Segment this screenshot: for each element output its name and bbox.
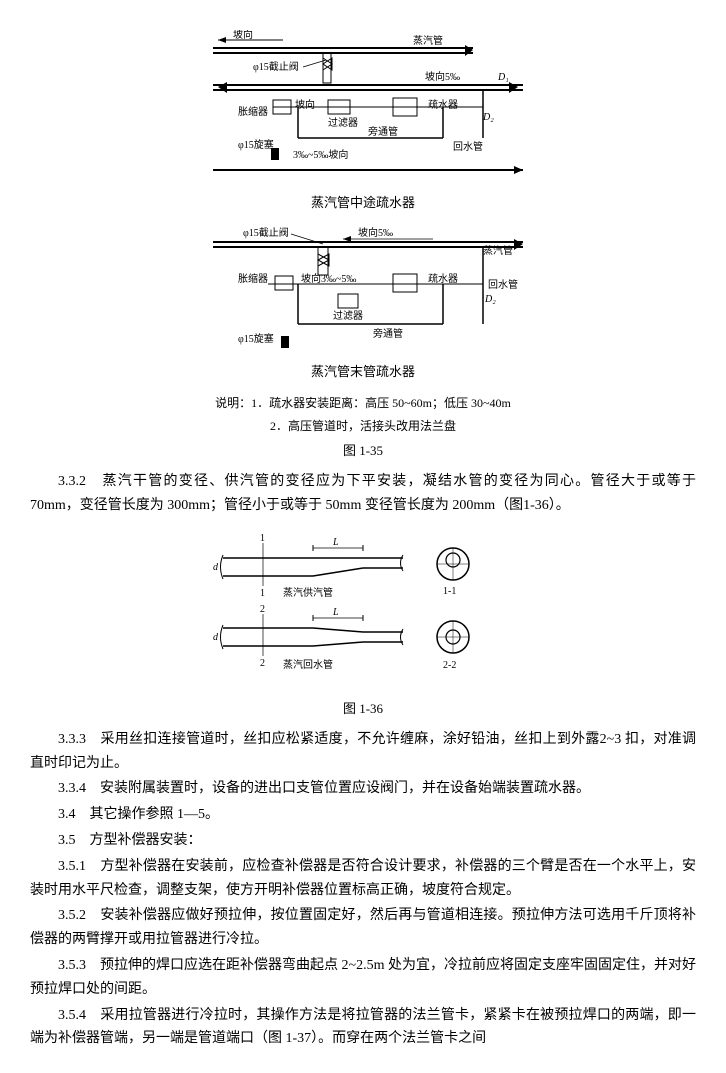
label-compensator-top: 胀缩器 (238, 105, 268, 118)
svg-text:1: 1 (260, 533, 265, 544)
label-d-top: d (213, 562, 219, 573)
label-L-top: L (332, 537, 339, 548)
fig135-note1: 说明：1．疏水器安装距离：高压 50~60m；低压 30~40m (30, 393, 696, 413)
label-steam-supply: 蒸汽供汽管 (283, 586, 333, 599)
label-valve-top: φ15截止阀 (253, 60, 299, 73)
label-trap-bot: 疏水器 (428, 272, 458, 285)
fig136-svg: 1 1 L d 1-1 蒸汽供汽管 2 2 L d 2-2 蒸汽回水管 (203, 528, 523, 688)
para-354: 3.5.4 采用拉管器进行冷拉时，其操作方法是将拉管器的法兰管卡，紧紧卡在被预拉… (30, 1004, 696, 1052)
para-353: 3.5.3 预拉伸的焊口应选在距补偿器弯曲起点 2~2.5m 处为宜，冷拉前应将… (30, 954, 696, 1002)
para-352: 3.5.2 安装补偿器应做好预拉伸，按位置固定好，然后再与管道相连接。预拉伸方法… (30, 904, 696, 952)
label-bypass-bot: 旁通管 (373, 327, 403, 340)
label-D1: D₁ (497, 72, 509, 83)
para-34: 3.4 其它操作参照 1—5。 (30, 803, 696, 827)
label-steam-pipe-top: 蒸汽管 (413, 34, 443, 47)
label-slope35-top: 3‰~5‰坡向 (293, 148, 348, 161)
label-filter-bot: 过滤器 (333, 309, 363, 322)
fig135-top-subtitle: 蒸汽管中途疏水器 (30, 192, 696, 214)
label-phi15-bot: φ15旋塞 (238, 332, 274, 345)
label-bypass-top: 旁通管 (368, 125, 398, 138)
label-steam-bot: 蒸汽管 (483, 244, 513, 257)
label-compensator-bot: 胀缩器 (238, 272, 268, 285)
label-d-bot: d (213, 632, 219, 643)
label-slope5-bot: 坡向5‰ (358, 226, 393, 239)
svg-text:1: 1 (260, 588, 265, 599)
para-332: 3.3.2 蒸汽干管的变径、供汽管的变径应为下平安装，凝结水管的变径为同心。管径… (30, 470, 696, 518)
label-section22: 2-2 (443, 660, 456, 671)
label-slope35-bot: 坡向3‰~5‰ (301, 272, 356, 285)
para-351: 3.5.1 方型补偿器在安装前，应检查补偿器是否符合设计要求，补偿器的三个臂是否… (30, 855, 696, 903)
label-return-top: 回水管 (453, 140, 483, 153)
svg-text:2: 2 (260, 604, 265, 615)
para-35: 3.5 方型补偿器安装： (30, 829, 696, 853)
para-334: 3.3.4 安装附属装置时，设备的进出口支管位置应设阀门，并在设备始端装置疏水器… (30, 777, 696, 801)
label-D2-bot: D₂ (484, 294, 496, 305)
fig135-caption: 图 1-35 (30, 440, 696, 462)
fig135-bottom-subtitle: 蒸汽管末管疏水器 (30, 361, 696, 383)
label-steam-return: 蒸汽回水管 (283, 658, 333, 671)
label-filter-top: 过滤器 (328, 116, 358, 129)
figure-1-35-bottom: φ15截止阀 坡向5‰ 蒸汽管 胀缩器 坡向3‰~5‰ 疏水器 过滤器 D₂ 回… (30, 224, 696, 383)
label-phi15-top: φ15旋塞 (238, 138, 274, 151)
label-return-bot: 回水管 (488, 278, 518, 291)
fig135-note2: 2．高压管道时，活接头改用法兰盘 (30, 416, 696, 436)
label-valve-bot: φ15截止阀 (243, 226, 289, 239)
label-D2-top: D₂ (482, 112, 494, 123)
fig135-bottom-svg: φ15截止阀 坡向5‰ 蒸汽管 胀缩器 坡向3‰~5‰ 疏水器 过滤器 D₂ 回… (183, 224, 543, 359)
label-section11: 1-1 (443, 586, 456, 597)
svg-text:2: 2 (260, 658, 265, 669)
figure-1-35-top: 坡向 蒸汽管 φ15截止阀 坡向5‰ D₁ 胀缩器 坡向 过滤器 疏水器 旁通管… (30, 30, 696, 214)
fig135-top-svg: 坡向 蒸汽管 φ15截止阀 坡向5‰ D₁ 胀缩器 坡向 过滤器 疏水器 旁通管… (183, 30, 543, 190)
label-L-bot: L (332, 607, 339, 618)
label-slope5-top: 坡向5‰ (425, 70, 460, 83)
label-slope-left: 坡向 (233, 30, 253, 41)
figure-1-36: 1 1 L d 1-1 蒸汽供汽管 2 2 L d 2-2 蒸汽回水管 (30, 528, 696, 688)
para-333: 3.3.3 采用丝扣连接管道时，丝扣应松紧适度，不允许缠麻，涂好铅油，丝扣上到外… (30, 728, 696, 776)
fig136-caption: 图 1-36 (30, 698, 696, 720)
